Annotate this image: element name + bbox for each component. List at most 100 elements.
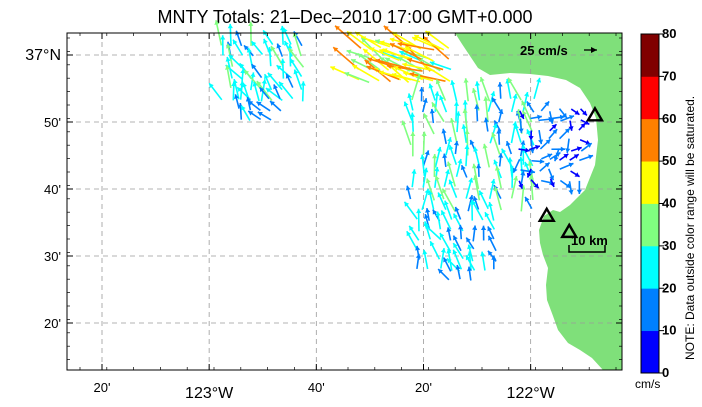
x-tick-label: 40' (308, 380, 325, 395)
current-vector-head (252, 81, 258, 87)
current-vector-head (244, 70, 250, 76)
current-vector-head (563, 153, 569, 159)
current-vector-head (366, 65, 372, 71)
current-vector-head (351, 59, 357, 64)
y-tick-label: 37°N (25, 47, 61, 64)
current-vector-head (545, 139, 551, 145)
current-vector-head (227, 23, 233, 29)
current-vector-head (245, 96, 251, 102)
current-vector-head (464, 144, 470, 150)
radar-sites (537, 105, 605, 239)
current-vector-head (409, 112, 416, 117)
current-vector-head (453, 235, 458, 241)
current-vectors (208, 20, 594, 281)
current-vector-head (438, 269, 444, 274)
current-vector-head (443, 257, 448, 263)
current-vector-head (442, 188, 447, 194)
current-vector-head (446, 161, 452, 167)
current-vector (484, 96, 489, 123)
current-vector-head (452, 249, 458, 255)
current-vector (369, 47, 400, 62)
current-vector-head (414, 34, 420, 40)
y-tick-label: 30' (44, 249, 61, 264)
current-vector-head (441, 128, 447, 134)
current-vector-head (379, 70, 384, 76)
current-vector-head (407, 57, 413, 63)
current-vector (344, 71, 370, 84)
current-vector-head (568, 162, 574, 168)
current-vector-head (468, 177, 474, 183)
current-vector-head (423, 214, 429, 219)
current-vector (378, 71, 412, 81)
current-vector-head (467, 251, 473, 256)
current-vector-head (463, 78, 469, 83)
reference-vector: 25 cm/s (520, 43, 597, 58)
current-vector-head (513, 175, 519, 181)
current-vector-head (498, 153, 504, 158)
current-vector-head (562, 112, 567, 118)
colorbar-unit: cm/s (635, 377, 660, 391)
current-vector-head (244, 45, 249, 51)
current-vector-head (379, 48, 385, 54)
current-vector-head (494, 166, 500, 171)
current-vector-head (490, 178, 496, 184)
current-vector-head (409, 225, 414, 231)
current-vector-head (476, 163, 482, 169)
current-vector-head (492, 123, 498, 129)
current-vector-head (428, 83, 434, 89)
current-vector (425, 30, 450, 49)
current-vector-head (446, 258, 452, 264)
colorbar-ticks: 80 70 60 50 40 30 20 10 0 (659, 26, 676, 380)
colorbar-band (641, 118, 659, 162)
current-vector-head (440, 248, 446, 253)
colorbar-band (641, 330, 659, 374)
current-vector-head (284, 40, 289, 46)
current-vector-head (404, 46, 410, 51)
current-vector-head (423, 167, 429, 173)
current-vector-head (442, 153, 448, 159)
current-vector-head (537, 114, 542, 120)
colorbar-tick-label: 10 (662, 323, 676, 338)
current-vector-head (466, 266, 473, 272)
current-vector-head (474, 104, 480, 109)
current-vector-head (367, 57, 373, 63)
current-vector-head (482, 143, 488, 149)
current-vector-head (464, 129, 470, 135)
current-vector-head (462, 100, 468, 105)
current-vector-head (250, 72, 256, 77)
current-vector-head (246, 47, 252, 53)
current-vector (375, 59, 412, 70)
current-vector-head (448, 145, 454, 150)
current-vector-head (364, 59, 370, 65)
colorbar-band (641, 161, 659, 204)
current-vector-head (436, 146, 442, 152)
current-vector-head (524, 92, 530, 97)
current-vector-head (410, 131, 416, 137)
current-vector-head (386, 63, 392, 69)
current-vector-head (520, 140, 526, 146)
current-vector-head (404, 201, 410, 207)
current-vector-head (437, 192, 443, 198)
colorbar-band (641, 288, 659, 332)
current-vector-head (432, 209, 438, 215)
current-vector-head (330, 66, 336, 71)
current-vector-head (237, 87, 243, 93)
current-vector-head (406, 231, 412, 237)
current-vector-head (214, 20, 220, 25)
current-vector-head (568, 189, 574, 195)
current-vector-head (565, 148, 571, 153)
current-vector-head (528, 175, 534, 180)
current-vector-head (434, 166, 440, 172)
current-vector (422, 63, 451, 82)
current-vector-head (569, 114, 574, 120)
current-vector-head (415, 74, 421, 80)
current-vector-head (530, 169, 536, 175)
current-vector-head (461, 124, 467, 129)
current-vector-head (441, 210, 446, 216)
current-vector-head (422, 249, 428, 255)
current-vector (450, 117, 458, 144)
current-vector-head (267, 72, 273, 78)
current-vector-head (576, 189, 582, 194)
current-vector-head (415, 245, 421, 251)
current-vector-head (435, 79, 441, 85)
